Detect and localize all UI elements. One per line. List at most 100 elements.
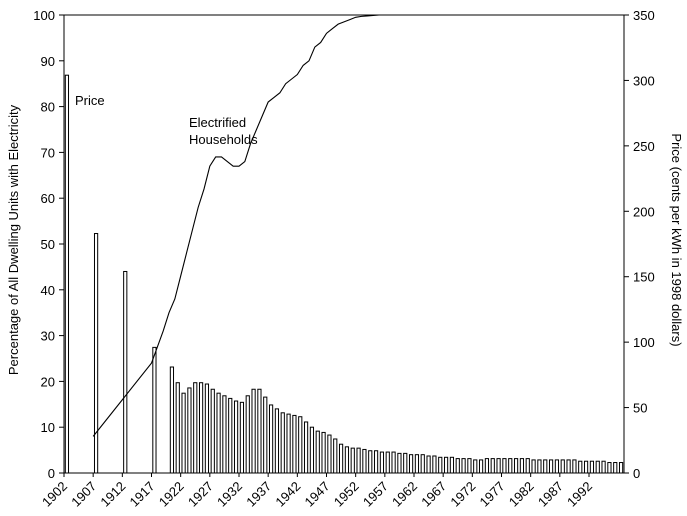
left-tick-label: 0 <box>48 466 55 481</box>
price-bar <box>239 401 245 474</box>
right-axis-title: Price (cents per kWh in 1998 dollars) <box>669 133 684 346</box>
x-tick-label: 1982 <box>506 479 537 510</box>
x-tick-label: 1992 <box>564 479 595 510</box>
price-bar <box>175 382 180 474</box>
price-bar <box>222 395 227 474</box>
price-bar <box>315 430 320 474</box>
price-bar <box>280 412 285 474</box>
price-bar <box>478 459 484 474</box>
x-tick-label: 1922 <box>156 479 187 510</box>
price-bar <box>344 446 350 474</box>
x-tick-label: 1962 <box>389 479 420 510</box>
price-bar <box>233 400 239 474</box>
price-bar <box>292 414 297 474</box>
price-bar <box>204 383 210 474</box>
x-tick-label: 1912 <box>97 479 128 510</box>
price-bar <box>64 74 70 474</box>
left-tick-label: 40 <box>41 283 55 298</box>
left-tick-label: 70 <box>41 145 55 160</box>
price-bar <box>496 458 501 474</box>
left-tick-label: 30 <box>41 329 55 344</box>
price-annotation: Price <box>75 93 105 108</box>
price-bar <box>513 458 519 474</box>
left-tick-label: 60 <box>41 191 55 206</box>
price-bar <box>572 459 577 474</box>
price-bar <box>169 366 175 474</box>
right-axis-tick-labels: 0 50 100 150 200 250 300 350 <box>633 8 655 481</box>
price-bar <box>210 388 215 474</box>
price-bar <box>537 459 542 474</box>
price-bar <box>618 462 624 474</box>
price-bar <box>578 460 583 474</box>
left-tick-label: 50 <box>41 237 55 252</box>
price-bar <box>554 459 560 474</box>
right-tick-label: 200 <box>633 204 655 219</box>
price-bar <box>391 451 396 474</box>
left-tick-label: 90 <box>41 54 55 69</box>
x-tick-label: 1932 <box>214 479 245 510</box>
price-bars <box>64 74 624 474</box>
price-bar <box>385 451 390 474</box>
price-bar <box>93 233 99 474</box>
price-bar <box>583 460 589 474</box>
x-tick-label: 1907 <box>68 479 99 510</box>
price-bar <box>216 392 221 474</box>
x-tick-label: 1977 <box>477 479 508 510</box>
price-bar <box>566 459 571 474</box>
price-bar <box>245 395 250 474</box>
price-bar <box>327 434 332 474</box>
price-bar <box>379 451 385 474</box>
price-bar <box>543 459 548 474</box>
price-bar <box>502 458 507 474</box>
price-bar <box>350 447 355 474</box>
right-tick-label: 150 <box>633 270 655 285</box>
households-annotation-line2: Households <box>189 132 258 147</box>
price-bar <box>607 462 612 474</box>
left-tick-label: 100 <box>33 8 55 23</box>
price-bar <box>519 458 525 474</box>
price-bar <box>251 388 256 474</box>
x-tick-label: 1947 <box>302 479 333 510</box>
x-tick-label: 1937 <box>243 479 274 510</box>
price-bar <box>298 416 303 474</box>
right-tick-label: 0 <box>633 466 640 481</box>
price-bar <box>187 387 192 474</box>
x-tick-label: 1987 <box>535 479 566 510</box>
price-bar <box>303 421 309 474</box>
axes <box>59 14 629 477</box>
right-tick-label: 50 <box>633 401 647 416</box>
price-bar <box>560 459 565 474</box>
price-bar <box>333 438 338 474</box>
price-bar <box>455 458 460 474</box>
price-bar <box>181 392 186 474</box>
price-bar <box>268 404 274 474</box>
x-tick-label: 1952 <box>331 479 362 510</box>
price-bar <box>420 454 425 474</box>
price-bar <box>362 448 367 474</box>
price-bar <box>548 459 554 474</box>
price-bar <box>589 460 595 474</box>
x-tick-label: 1927 <box>185 479 216 510</box>
price-bar <box>438 456 443 474</box>
x-tick-label: 1957 <box>360 479 391 510</box>
left-tick-label: 80 <box>41 100 55 115</box>
right-tick-label: 250 <box>633 139 655 154</box>
left-tick-label: 10 <box>41 420 55 435</box>
price-bar <box>274 408 280 474</box>
x-axis-tick-labels: 1902190719121917192219271932193719421947… <box>39 479 595 510</box>
price-bar <box>321 431 326 474</box>
left-axis-tick-labels: 0 10 20 30 40 50 60 70 80 90 100 <box>33 8 55 481</box>
price-bar <box>426 455 431 474</box>
price-bar <box>263 396 268 474</box>
price-bar <box>198 382 204 474</box>
price-bar <box>484 458 490 474</box>
price-bar <box>152 346 157 474</box>
price-bar <box>286 413 291 474</box>
households-annotation-line1: Electrified <box>189 115 246 130</box>
price-bar <box>397 452 402 474</box>
left-tick-label: 20 <box>41 374 55 389</box>
price-bar <box>473 459 478 474</box>
x-tick-label: 1972 <box>447 479 478 510</box>
price-bar <box>228 397 233 474</box>
